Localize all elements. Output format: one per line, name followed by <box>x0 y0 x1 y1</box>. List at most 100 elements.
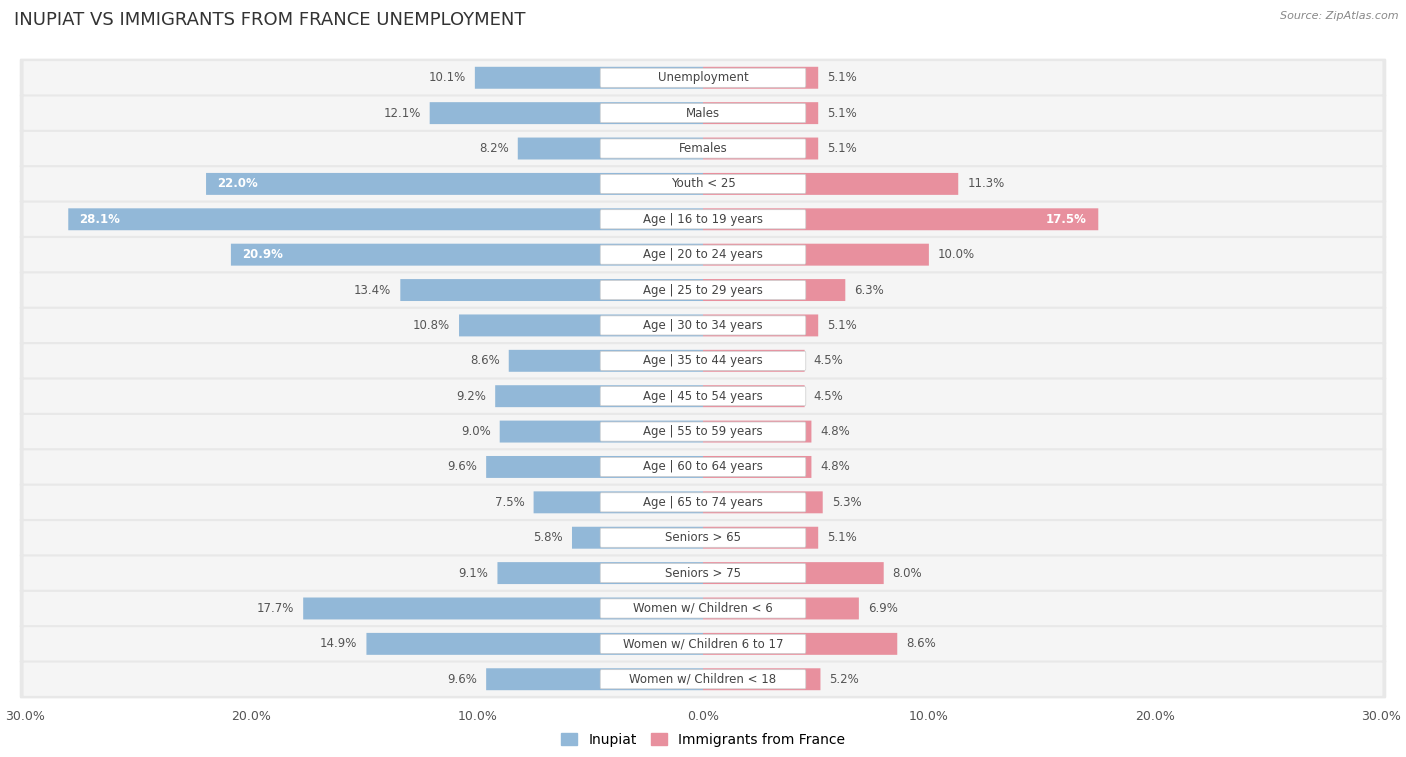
FancyBboxPatch shape <box>367 633 703 655</box>
FancyBboxPatch shape <box>600 387 806 406</box>
Text: 8.0%: 8.0% <box>893 566 922 580</box>
Text: 28.1%: 28.1% <box>80 213 121 226</box>
Text: 5.1%: 5.1% <box>827 142 858 155</box>
FancyBboxPatch shape <box>20 307 1386 344</box>
Text: 5.8%: 5.8% <box>533 531 562 544</box>
FancyBboxPatch shape <box>24 662 1382 696</box>
FancyBboxPatch shape <box>486 668 703 690</box>
FancyBboxPatch shape <box>703 668 821 690</box>
FancyBboxPatch shape <box>600 528 806 547</box>
FancyBboxPatch shape <box>20 94 1386 132</box>
FancyBboxPatch shape <box>69 208 703 230</box>
FancyBboxPatch shape <box>304 597 703 619</box>
FancyBboxPatch shape <box>24 344 1382 378</box>
FancyBboxPatch shape <box>475 67 703 89</box>
FancyBboxPatch shape <box>703 491 823 513</box>
FancyBboxPatch shape <box>600 351 806 370</box>
FancyBboxPatch shape <box>703 314 818 336</box>
Text: 8.6%: 8.6% <box>470 354 499 367</box>
Text: Age | 45 to 54 years: Age | 45 to 54 years <box>643 390 763 403</box>
FancyBboxPatch shape <box>20 519 1386 557</box>
FancyBboxPatch shape <box>20 165 1386 203</box>
FancyBboxPatch shape <box>600 245 806 264</box>
Text: Age | 25 to 29 years: Age | 25 to 29 years <box>643 284 763 297</box>
FancyBboxPatch shape <box>24 96 1382 129</box>
FancyBboxPatch shape <box>517 138 703 160</box>
Text: 17.7%: 17.7% <box>257 602 294 615</box>
Text: 5.1%: 5.1% <box>827 107 858 120</box>
Text: 10.1%: 10.1% <box>429 71 465 84</box>
FancyBboxPatch shape <box>24 167 1382 201</box>
FancyBboxPatch shape <box>20 271 1386 309</box>
FancyBboxPatch shape <box>600 210 806 229</box>
Text: 4.8%: 4.8% <box>821 460 851 473</box>
Text: Youth < 25: Youth < 25 <box>671 177 735 191</box>
Text: 4.5%: 4.5% <box>814 390 844 403</box>
Text: 9.2%: 9.2% <box>457 390 486 403</box>
FancyBboxPatch shape <box>207 173 703 195</box>
FancyBboxPatch shape <box>703 597 859 619</box>
FancyBboxPatch shape <box>703 67 818 89</box>
FancyBboxPatch shape <box>20 235 1386 274</box>
Text: 13.4%: 13.4% <box>354 284 391 297</box>
FancyBboxPatch shape <box>24 273 1382 307</box>
FancyBboxPatch shape <box>534 491 703 513</box>
FancyBboxPatch shape <box>486 456 703 478</box>
FancyBboxPatch shape <box>499 421 703 443</box>
FancyBboxPatch shape <box>24 203 1382 236</box>
FancyBboxPatch shape <box>20 200 1386 238</box>
FancyBboxPatch shape <box>703 279 845 301</box>
FancyBboxPatch shape <box>703 456 811 478</box>
FancyBboxPatch shape <box>600 174 806 194</box>
FancyBboxPatch shape <box>703 633 897 655</box>
FancyBboxPatch shape <box>600 599 806 618</box>
Text: Males: Males <box>686 107 720 120</box>
Text: Women w/ Children 6 to 17: Women w/ Children 6 to 17 <box>623 637 783 650</box>
FancyBboxPatch shape <box>458 314 703 336</box>
Text: 4.5%: 4.5% <box>814 354 844 367</box>
Text: 4.8%: 4.8% <box>821 425 851 438</box>
FancyBboxPatch shape <box>572 527 703 549</box>
Text: Females: Females <box>679 142 727 155</box>
FancyBboxPatch shape <box>703 208 1098 230</box>
FancyBboxPatch shape <box>600 422 806 441</box>
Text: 7.5%: 7.5% <box>495 496 524 509</box>
Text: 5.2%: 5.2% <box>830 673 859 686</box>
FancyBboxPatch shape <box>495 385 703 407</box>
Text: Source: ZipAtlas.com: Source: ZipAtlas.com <box>1281 11 1399 21</box>
Text: 9.1%: 9.1% <box>458 566 488 580</box>
FancyBboxPatch shape <box>20 129 1386 167</box>
FancyBboxPatch shape <box>430 102 703 124</box>
FancyBboxPatch shape <box>703 102 818 124</box>
FancyBboxPatch shape <box>24 61 1382 95</box>
FancyBboxPatch shape <box>498 562 703 584</box>
Text: 10.0%: 10.0% <box>938 248 974 261</box>
FancyBboxPatch shape <box>20 58 1386 97</box>
FancyBboxPatch shape <box>20 625 1386 663</box>
Text: 8.6%: 8.6% <box>907 637 936 650</box>
FancyBboxPatch shape <box>20 341 1386 380</box>
Text: 5.1%: 5.1% <box>827 71 858 84</box>
FancyBboxPatch shape <box>24 486 1382 519</box>
FancyBboxPatch shape <box>600 634 806 653</box>
Text: Age | 30 to 34 years: Age | 30 to 34 years <box>643 319 763 332</box>
FancyBboxPatch shape <box>24 521 1382 554</box>
Text: Age | 20 to 24 years: Age | 20 to 24 years <box>643 248 763 261</box>
Text: Age | 35 to 44 years: Age | 35 to 44 years <box>643 354 763 367</box>
Text: 5.3%: 5.3% <box>832 496 862 509</box>
FancyBboxPatch shape <box>20 660 1386 699</box>
FancyBboxPatch shape <box>600 281 806 300</box>
FancyBboxPatch shape <box>600 104 806 123</box>
FancyBboxPatch shape <box>600 563 806 583</box>
Text: 14.9%: 14.9% <box>321 637 357 650</box>
FancyBboxPatch shape <box>20 554 1386 592</box>
Text: 11.3%: 11.3% <box>967 177 1004 191</box>
FancyBboxPatch shape <box>401 279 703 301</box>
FancyBboxPatch shape <box>703 350 804 372</box>
Text: 5.1%: 5.1% <box>827 319 858 332</box>
Text: 10.8%: 10.8% <box>413 319 450 332</box>
Text: 6.3%: 6.3% <box>855 284 884 297</box>
Text: 8.2%: 8.2% <box>479 142 509 155</box>
FancyBboxPatch shape <box>24 238 1382 271</box>
Text: 20.9%: 20.9% <box>242 248 283 261</box>
